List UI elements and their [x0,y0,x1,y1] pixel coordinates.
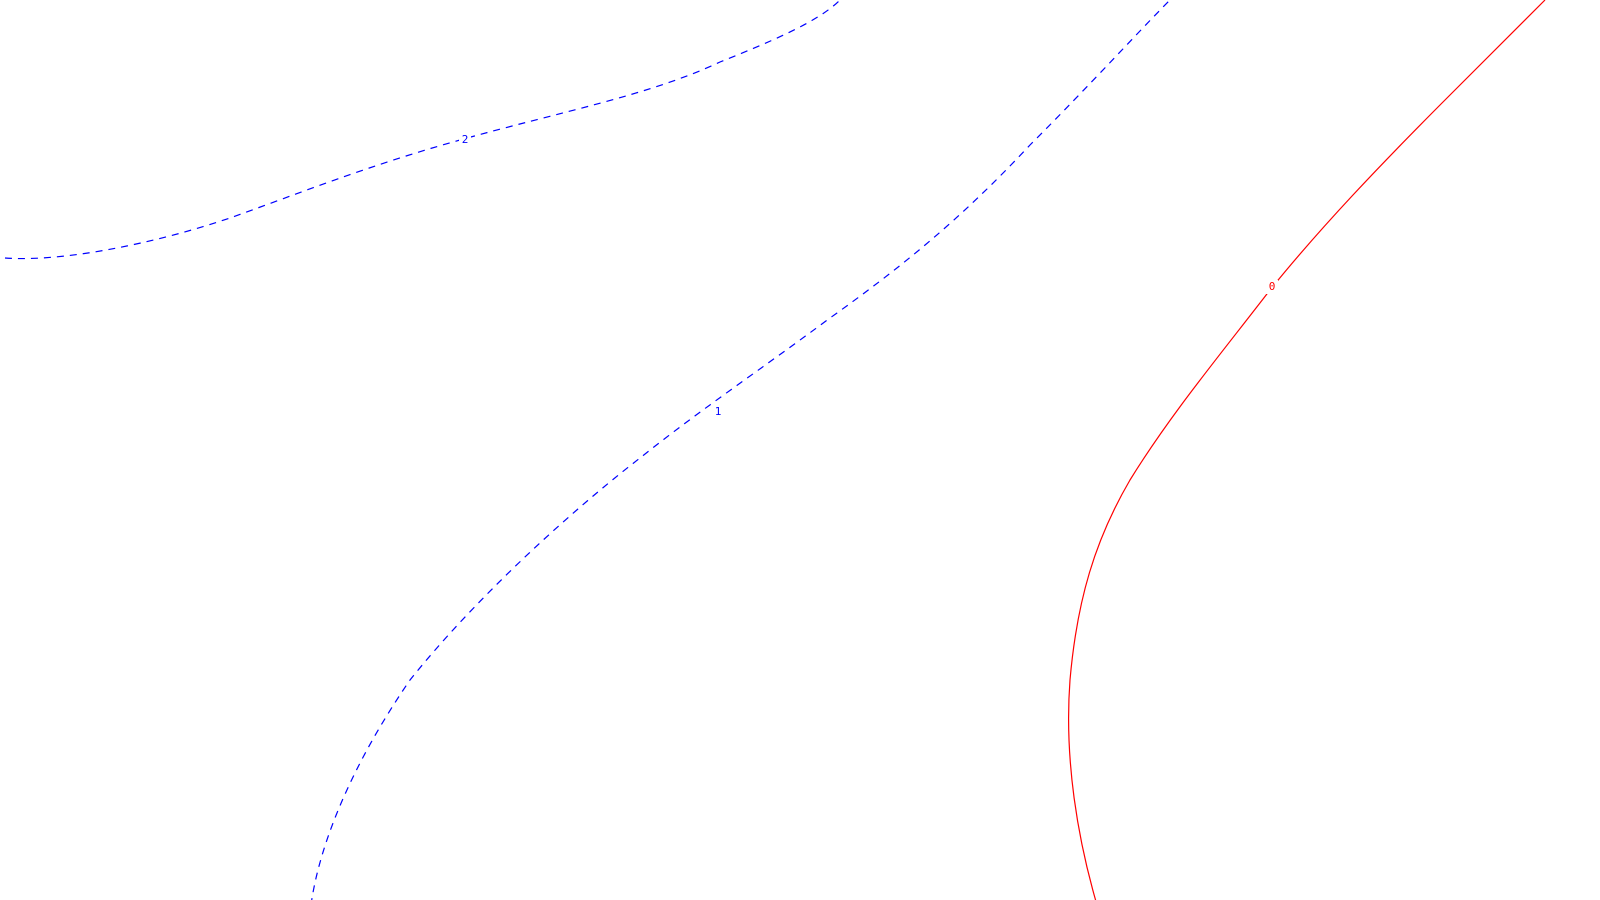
contour-label-background-0 [1266,280,1278,294]
contour-label-0: 0 [1269,280,1276,293]
contour-labels: 2 1 0 [459,133,1278,419]
contour-line-level-2 [4,0,841,260]
contour-label-background-2 [459,133,471,147]
contour-line-level-1 [311,0,1171,900]
contour-lines [4,0,1546,900]
contour-line-level-0 [1068,0,1546,900]
contour-label-background-1 [712,405,724,419]
contour-label-1: 1 [715,405,722,418]
contour-label-2: 2 [462,133,469,146]
